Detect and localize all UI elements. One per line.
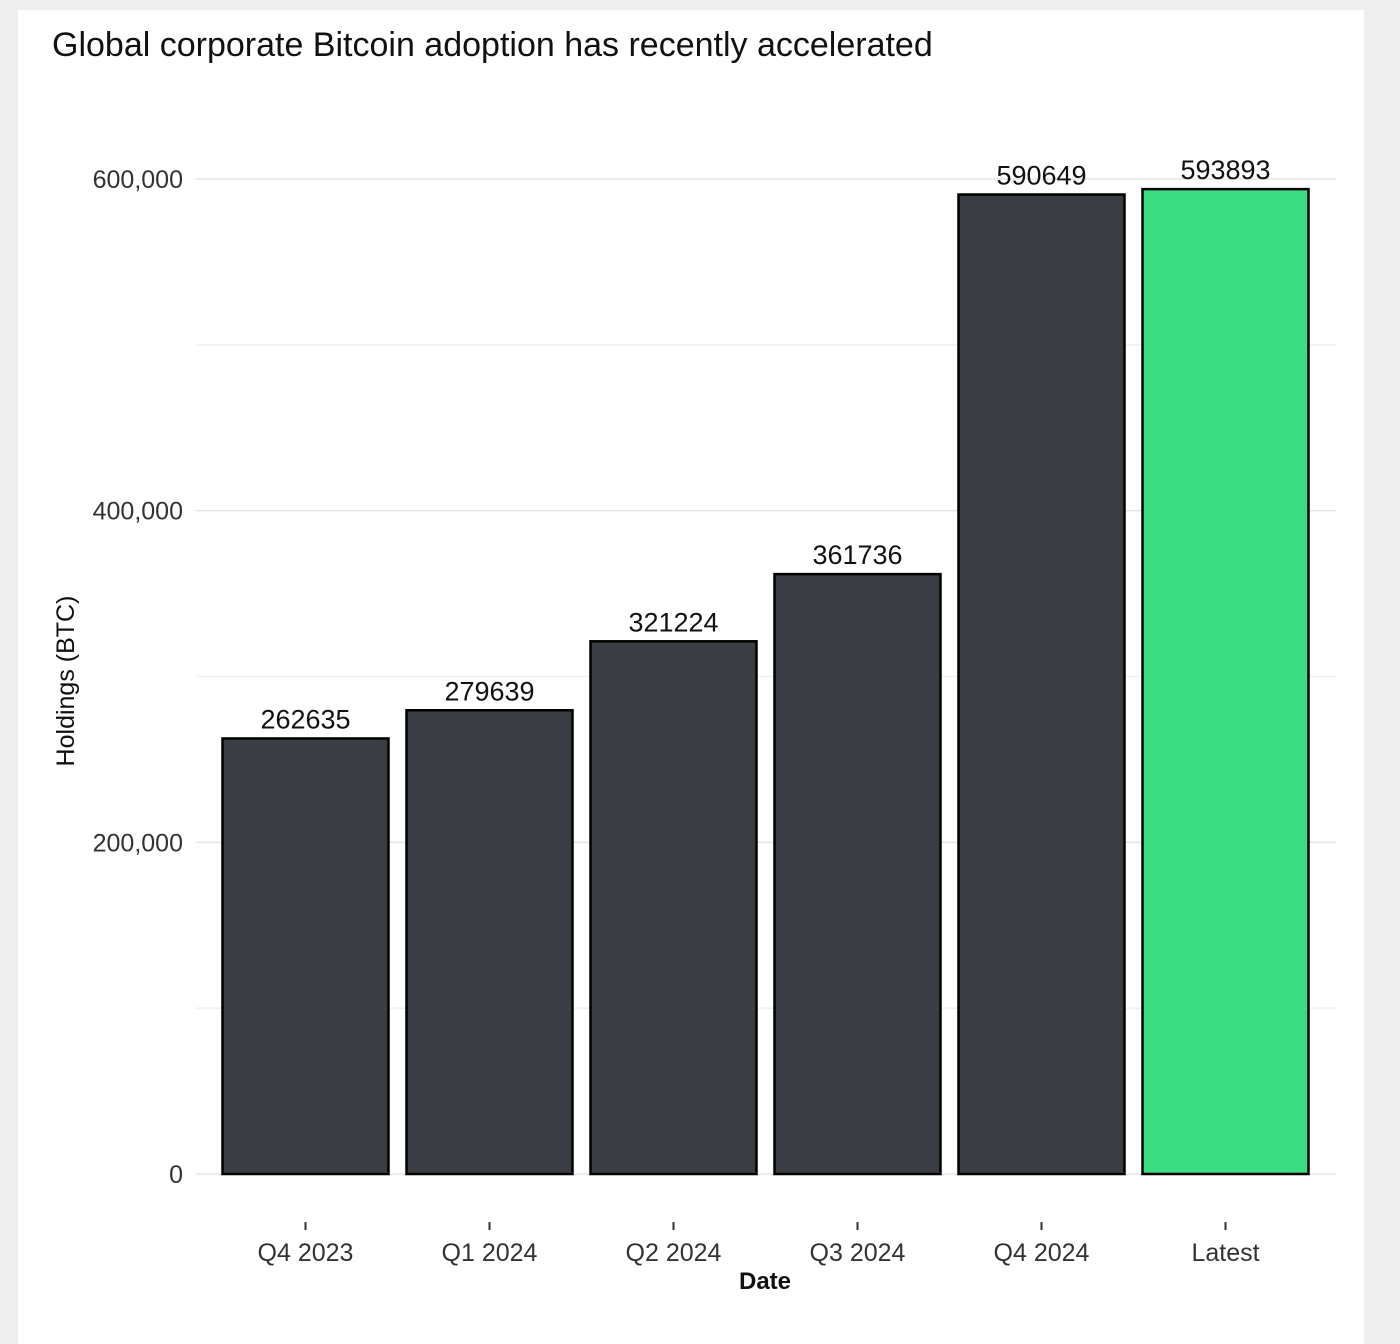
bar-value-label: 590649 bbox=[996, 161, 1086, 191]
y-tick-label: 600,000 bbox=[93, 166, 183, 194]
chart-title: Global corporate Bitcoin adoption has re… bbox=[52, 26, 933, 64]
bar-value-label: 361736 bbox=[812, 540, 902, 570]
bar-value-label: 279639 bbox=[444, 676, 534, 706]
bar bbox=[1141, 187, 1310, 1176]
bar bbox=[589, 640, 758, 1176]
bar bbox=[405, 709, 574, 1176]
x-axis-title: Date bbox=[739, 1268, 791, 1295]
bar bbox=[221, 737, 390, 1176]
y-tick-label: 400,000 bbox=[93, 498, 183, 526]
y-tick-label: 200,000 bbox=[93, 829, 183, 857]
x-tick-label: Q2 2024 bbox=[626, 1239, 722, 1267]
y-axis: 0 200,000 400,000 600,000 bbox=[93, 166, 183, 1189]
x-axis: Q4 2023 Q1 2024 Q2 2024 Q3 2024 Q4 2024 Lates… bbox=[258, 1222, 1260, 1267]
y-tick-label: 0 bbox=[169, 1161, 183, 1189]
bar-value-label: 262635 bbox=[260, 704, 350, 734]
x-tick-label: Q3 2024 bbox=[810, 1239, 906, 1267]
y-axis-title: Holdings (BTC) bbox=[52, 596, 80, 767]
x-tick-label: Latest bbox=[1191, 1239, 1259, 1267]
x-tick-label: Q1 2024 bbox=[442, 1239, 538, 1267]
bar-value-label: 593893 bbox=[1180, 155, 1270, 185]
bar-value-label: 321224 bbox=[628, 607, 718, 637]
data-labels: 262635 279639 321224 361736 590649 593893 bbox=[260, 155, 1270, 734]
bars bbox=[221, 187, 1310, 1176]
bar bbox=[957, 193, 1126, 1176]
bar bbox=[773, 572, 942, 1176]
x-tick-label: Q4 2024 bbox=[994, 1239, 1090, 1267]
x-tick-label: Q4 2023 bbox=[258, 1239, 354, 1267]
